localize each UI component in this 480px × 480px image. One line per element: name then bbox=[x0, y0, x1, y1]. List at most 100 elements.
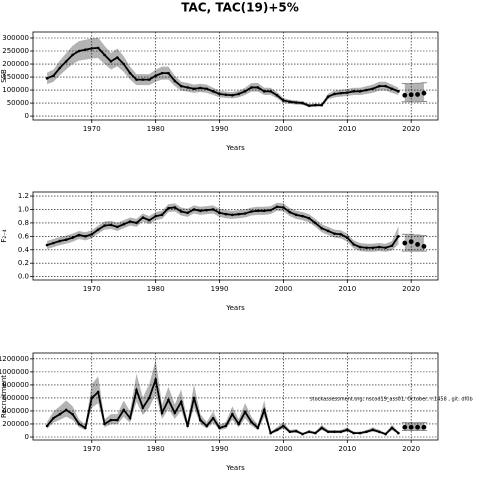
estimate-point bbox=[390, 244, 394, 248]
estimate-point bbox=[320, 226, 324, 230]
estimate-point bbox=[231, 213, 234, 217]
estimate-point bbox=[314, 103, 317, 107]
y-tick-label: 0.6 bbox=[18, 232, 30, 240]
y-tick-label: 1.0 bbox=[18, 205, 29, 213]
forecast-point bbox=[415, 241, 420, 247]
estimate-point bbox=[390, 87, 394, 91]
y-tick-label: 0.8 bbox=[18, 219, 29, 227]
estimate-point bbox=[384, 84, 387, 88]
estimate-point bbox=[135, 78, 138, 81]
estimate-point bbox=[390, 426, 394, 430]
estimate-point bbox=[365, 430, 368, 434]
estimate-point bbox=[397, 90, 400, 93]
y-tick-label: 1200000 bbox=[0, 355, 29, 363]
estimate-point bbox=[339, 233, 343, 236]
estimate-point bbox=[269, 208, 272, 212]
estimate-point bbox=[64, 238, 68, 241]
estimate-point bbox=[77, 233, 81, 237]
y-tick-label: 250000 bbox=[2, 47, 29, 55]
estimate-point bbox=[211, 416, 215, 420]
estimate-point bbox=[365, 246, 368, 250]
estimate-point bbox=[64, 408, 68, 412]
estimate-point bbox=[147, 218, 151, 222]
estimate-point bbox=[116, 56, 119, 59]
estimate-point bbox=[218, 92, 221, 96]
estimate-point bbox=[294, 429, 298, 433]
estimate-point bbox=[103, 224, 106, 227]
x-tick-label: 1990 bbox=[211, 125, 229, 133]
estimate-point bbox=[339, 91, 343, 95]
estimate-point bbox=[352, 431, 355, 435]
y-tick-label: 0 bbox=[25, 112, 29, 120]
estimate-point bbox=[135, 388, 138, 392]
estimate-point bbox=[90, 233, 94, 236]
estimate-point bbox=[192, 87, 196, 91]
estimate-point bbox=[141, 78, 145, 81]
estimate-point bbox=[154, 214, 157, 218]
estimate-point bbox=[173, 79, 177, 83]
forecast-point bbox=[421, 424, 427, 430]
y-tick-label: 0.2 bbox=[18, 259, 29, 267]
estimate-point bbox=[262, 209, 266, 213]
forecast-point bbox=[408, 424, 414, 430]
y-tick-label: 50000 bbox=[7, 99, 29, 107]
estimate-point bbox=[326, 229, 330, 233]
x-tick-label: 2020 bbox=[402, 285, 420, 293]
forecast-point bbox=[402, 92, 408, 98]
estimate-point bbox=[224, 424, 228, 428]
estimate-point bbox=[90, 396, 94, 400]
y-axis-label: SSB bbox=[0, 69, 8, 83]
estimate-point bbox=[314, 431, 317, 435]
estimate-point bbox=[109, 223, 113, 227]
x-axis-label: Years bbox=[225, 304, 245, 312]
estimate-point bbox=[128, 220, 132, 223]
estimate-point bbox=[71, 412, 74, 416]
estimate-point bbox=[262, 90, 266, 93]
estimate-point bbox=[84, 426, 87, 430]
estimate-point bbox=[365, 88, 368, 92]
estimate-point bbox=[288, 210, 292, 214]
estimate-point bbox=[218, 211, 221, 215]
forecast-band bbox=[404, 234, 424, 252]
estimate-point bbox=[333, 232, 336, 235]
estimate-point bbox=[326, 95, 330, 98]
y-tick-label: 0.0 bbox=[18, 273, 29, 281]
x-tick-label: 2010 bbox=[338, 125, 356, 133]
estimate-point bbox=[288, 100, 292, 104]
estimate-point bbox=[205, 208, 209, 212]
plot-frame bbox=[32, 352, 439, 441]
estimate-point bbox=[314, 221, 317, 225]
estimate-point bbox=[243, 212, 247, 215]
estimate-point bbox=[256, 426, 260, 430]
x-tick-label: 2000 bbox=[274, 445, 292, 453]
estimate-point bbox=[231, 93, 234, 97]
x-tick-label: 2020 bbox=[402, 445, 420, 453]
estimate-point bbox=[256, 209, 260, 213]
estimate-point bbox=[186, 86, 189, 89]
plot-frame bbox=[32, 31, 439, 121]
x-tick-label: 1970 bbox=[83, 445, 101, 453]
estimate-point bbox=[243, 90, 247, 93]
y-tick-label: 1.2 bbox=[18, 192, 29, 200]
x-axis-label: Years bbox=[225, 144, 245, 152]
estimate-point bbox=[384, 432, 387, 436]
estimate-point bbox=[371, 428, 375, 432]
estimate-point bbox=[301, 101, 304, 105]
estimate-point bbox=[384, 246, 387, 250]
estimate-point bbox=[135, 221, 138, 225]
y-tick-label: 600000 bbox=[2, 394, 29, 402]
y-tick-label: 200000 bbox=[2, 420, 29, 428]
y-tick-label: 0 bbox=[25, 433, 29, 441]
estimate-point bbox=[275, 93, 279, 97]
estimate-point bbox=[199, 86, 202, 90]
estimate-point bbox=[167, 398, 170, 402]
estimate-point bbox=[96, 46, 100, 50]
estimate-point bbox=[352, 243, 355, 246]
estimate-point bbox=[371, 246, 375, 250]
y-axis-label: F₂₋₄ bbox=[0, 229, 8, 243]
y-tick-label: 300000 bbox=[2, 34, 29, 42]
estimate-point bbox=[237, 212, 240, 216]
estimate-point bbox=[231, 412, 234, 416]
estimate-point bbox=[192, 208, 196, 211]
